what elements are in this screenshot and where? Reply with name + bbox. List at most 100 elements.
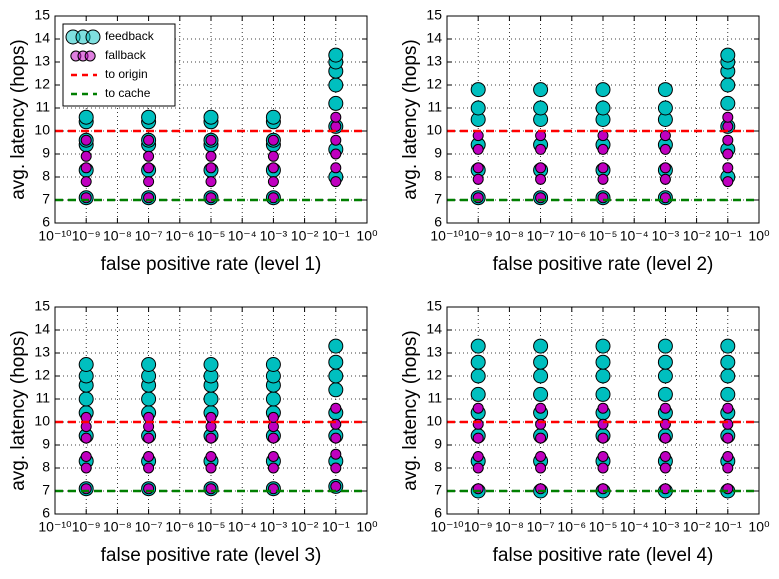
point: [330, 462, 342, 474]
point: [203, 391, 219, 407]
point: [80, 176, 92, 188]
x-tick-label: 10⁻⁵: [589, 519, 618, 535]
x-tick-label: 10⁻⁸: [103, 519, 132, 535]
point: [330, 448, 342, 460]
point: [205, 150, 217, 162]
y-axis-label: avg. latency (hops): [8, 39, 29, 200]
x-tick-label: 10⁻³: [652, 519, 680, 535]
x-axis-label: false positive rate (level 1): [101, 254, 322, 275]
x-tick-label: 10⁻⁶: [557, 519, 586, 535]
point: [659, 451, 671, 462]
subplot: 10⁻¹⁰ 10⁻⁹ 10⁻⁸ 10⁻⁷ 10⁻⁶ 10⁻⁵ 10⁻⁴ 10⁻³ 10⁻² 10⁻…: [400, 7, 770, 275]
point: [328, 368, 344, 384]
point: [595, 386, 611, 402]
point: [533, 82, 549, 98]
point: [722, 162, 734, 174]
y-tick-label: 9: [434, 436, 442, 452]
point: [720, 47, 736, 63]
point: [472, 402, 484, 414]
point: [143, 134, 155, 146]
point: [722, 402, 734, 414]
y-tick-label: 12: [34, 367, 50, 383]
x-tick-label: 10⁻⁷: [527, 228, 555, 244]
x-tick-label: 10⁻¹: [714, 228, 742, 244]
y-tick-label: 14: [34, 30, 50, 46]
point: [470, 354, 486, 370]
point: [595, 82, 611, 98]
y-tick-label: 14: [426, 30, 442, 46]
x-tick-label: 10⁻⁹: [464, 228, 493, 244]
x-tick-label: 10⁻¹⁰: [38, 519, 72, 535]
point: [80, 162, 92, 174]
legend-label: to cache: [105, 86, 151, 100]
legend-label: fallback: [105, 48, 147, 62]
x-tick-label: 10⁰: [748, 519, 770, 535]
point: [659, 143, 671, 155]
point: [143, 150, 155, 162]
point: [535, 432, 547, 444]
point: [330, 432, 342, 444]
point: [720, 386, 736, 402]
point: [205, 162, 217, 174]
x-tick-label: 10⁻⁶: [165, 519, 194, 535]
point: [267, 462, 279, 474]
y-tick-label: 12: [34, 76, 50, 92]
point: [143, 162, 155, 174]
point: [720, 338, 736, 354]
y-tick-label: 11: [35, 390, 50, 406]
point: [659, 462, 671, 474]
point: [595, 368, 611, 384]
axes-frame: [54, 306, 368, 515]
point: [141, 391, 157, 407]
point: [265, 357, 281, 372]
y-tick-label: 15: [426, 7, 442, 23]
point: [265, 109, 281, 125]
point: [535, 462, 547, 474]
point: [597, 143, 609, 155]
x-tick-label: 10⁻⁶: [165, 228, 194, 244]
point: [328, 47, 344, 63]
x-tick-label: 10⁻³: [652, 228, 680, 244]
x-tick-label: 10⁻⁷: [135, 228, 163, 244]
y-tick-label: 6: [42, 214, 50, 230]
y-axis-label: avg. latency (hops): [8, 330, 29, 491]
point: [722, 176, 734, 188]
legend-label: feedback: [105, 29, 155, 43]
point: [595, 338, 611, 354]
point: [267, 150, 279, 162]
x-tick-label: 10⁻¹⁰: [38, 228, 72, 244]
point: [470, 368, 486, 384]
point: [330, 134, 342, 146]
point: [597, 432, 609, 444]
y-tick-label: 14: [426, 321, 442, 337]
y-tick-label: 10: [426, 413, 442, 429]
point: [203, 357, 219, 372]
x-tick-label: 10⁰: [748, 228, 770, 244]
point: [143, 432, 155, 444]
y-tick-label: 13: [34, 53, 50, 69]
x-tick-label: 10⁻³: [260, 228, 288, 244]
point: [205, 462, 217, 474]
y-axis-label: avg. latency (hops): [400, 330, 421, 491]
point: [330, 111, 342, 123]
point: [205, 176, 217, 188]
point: [328, 338, 344, 354]
point: [267, 451, 279, 462]
x-tick-label: 10⁻⁸: [103, 228, 132, 244]
point: [472, 462, 484, 474]
y-tick-label: 13: [426, 344, 442, 360]
x-tick-label: 10⁻¹: [714, 519, 742, 535]
point: [470, 100, 486, 116]
point: [597, 173, 609, 185]
x-tick-label: 10⁻⁸: [495, 228, 524, 244]
point: [328, 77, 344, 93]
point: [535, 173, 547, 185]
point: [722, 134, 734, 146]
y-axis-label: avg. latency (hops): [400, 39, 421, 200]
point: [659, 173, 671, 185]
point: [143, 451, 155, 462]
y-tick-label: 11: [427, 99, 442, 115]
point: [657, 338, 673, 354]
point: [720, 95, 736, 111]
